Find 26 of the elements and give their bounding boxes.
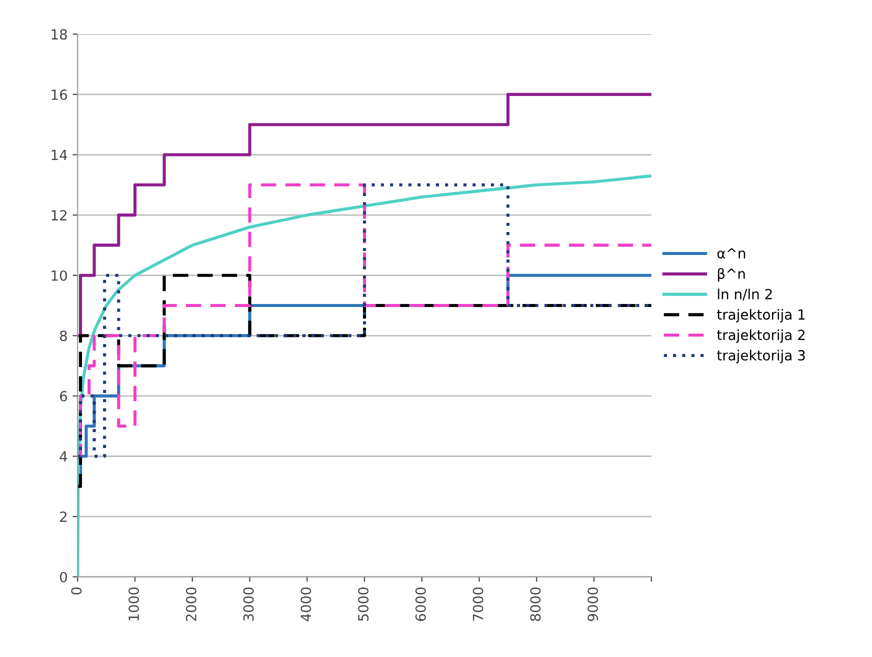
x-tick-label: 5000	[358, 587, 369, 621]
x-tick-label: 9000	[588, 587, 598, 622]
x-tick-label: 7000	[472, 587, 484, 621]
y-tick-label: 14	[52, 150, 68, 160]
y-tick-label: 6	[60, 390, 68, 402]
y-tick-label: 10	[52, 270, 67, 281]
x-tick-label: 2000	[186, 587, 196, 621]
x-tick-label: 4000	[300, 587, 312, 622]
legend-label: trajektorija 3	[717, 350, 805, 364]
y-tick-label: 16	[52, 89, 68, 100]
legend-label: β^n	[718, 268, 745, 282]
x-tick-label: 1000	[128, 587, 140, 620]
legend-label: trajektorija 2	[717, 329, 805, 343]
x-tick-label: 3000	[243, 587, 254, 621]
y-tick-label: 4	[60, 451, 68, 462]
legend-label: α^n	[717, 248, 746, 258]
x-tick-label: 8000	[530, 587, 541, 621]
legend-label: ln n/ln 2	[718, 288, 772, 300]
y-tick-label: 2	[60, 512, 66, 522]
y-tick-label: 8	[60, 330, 67, 342]
y-tick-label: 12	[52, 210, 66, 220]
legend-label: trajektorija 1	[717, 309, 805, 322]
x-tick-label: 6000	[415, 587, 426, 621]
y-tick-label: 0	[60, 572, 67, 582]
y-tick-label: 18	[52, 29, 67, 40]
x-tick-label: 0	[71, 587, 82, 594]
